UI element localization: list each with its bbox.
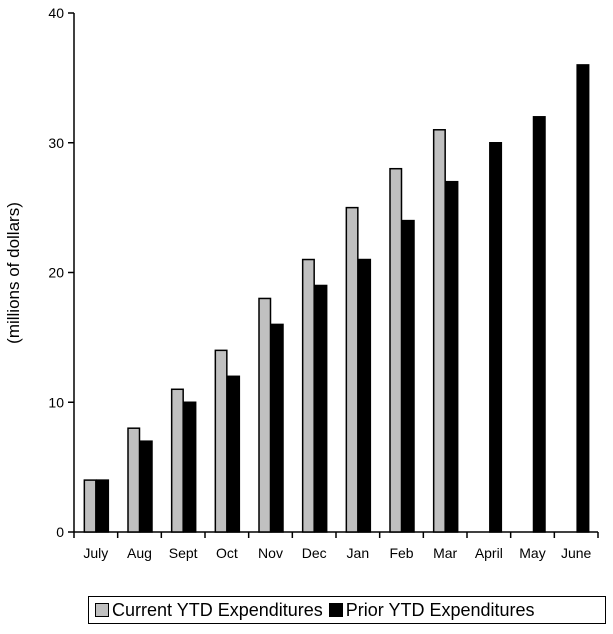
bar-current: [170, 388, 184, 533]
x-tick-label: Dec: [302, 545, 327, 561]
y-tick-label: 0: [56, 524, 64, 540]
bar-current: [389, 167, 403, 533]
bar-prior: [139, 440, 153, 533]
axes: 0 10 20 30 40 July Aug Sept Oct Nov Dec Jan Feb Mar Ap…: [48, 5, 599, 561]
bar-prior: [270, 323, 284, 533]
x-tick-label: April: [475, 545, 503, 561]
x-tick-label: Feb: [389, 545, 413, 561]
x-tick-label: Oct: [216, 545, 238, 561]
x-tick-label: Mar: [433, 545, 457, 561]
bar-prior: [96, 479, 110, 533]
y-tick-label: 20: [48, 265, 64, 281]
legend-label-current: Current YTD Expenditures: [112, 599, 323, 620]
bar-prior: [532, 116, 546, 533]
y-tick-label: 30: [48, 135, 64, 151]
legend-swatch-current: [95, 603, 109, 617]
x-tick-label: Sept: [169, 545, 198, 561]
y-axis-label: (millions of dollars): [4, 202, 23, 344]
bar-current: [301, 258, 315, 533]
bar-prior: [314, 284, 328, 533]
x-tick-label: June: [561, 545, 592, 561]
bar-chart: 0 10 20 30 40 July Aug Sept Oct Nov Dec Jan Feb Mar Ap…: [4, 5, 599, 561]
x-tick-label: Aug: [127, 545, 152, 561]
x-tick-label: July: [83, 545, 108, 561]
legend-label-prior: Prior YTD Expenditures: [345, 599, 535, 620]
legend-item-current: Current YTD Expenditures: [95, 600, 323, 621]
x-tick-label: May: [519, 545, 545, 561]
y-tick-label: 10: [48, 394, 64, 410]
bar-prior: [227, 375, 241, 533]
x-tick-label: Nov: [258, 545, 283, 561]
x-tick-label: Jan: [347, 545, 370, 561]
bar-current: [432, 129, 446, 533]
bar-current: [345, 206, 359, 533]
bar-current: [214, 349, 228, 533]
bars: [83, 64, 590, 533]
bar-prior: [489, 142, 503, 533]
bar-prior: [445, 180, 459, 533]
bar-current: [127, 427, 141, 533]
bar-current: [258, 297, 272, 533]
bar-prior: [576, 64, 590, 533]
legend-item-prior: Prior YTD Expenditures: [328, 599, 535, 621]
bar-prior: [183, 401, 197, 533]
bar-current: [83, 479, 97, 533]
y-tick-label: 40: [48, 5, 64, 21]
legend-swatch-prior: [328, 603, 343, 617]
legend: Current YTD Expenditures Prior YTD Expen…: [88, 596, 606, 624]
bar-prior: [401, 219, 415, 533]
bar-prior: [358, 258, 372, 533]
